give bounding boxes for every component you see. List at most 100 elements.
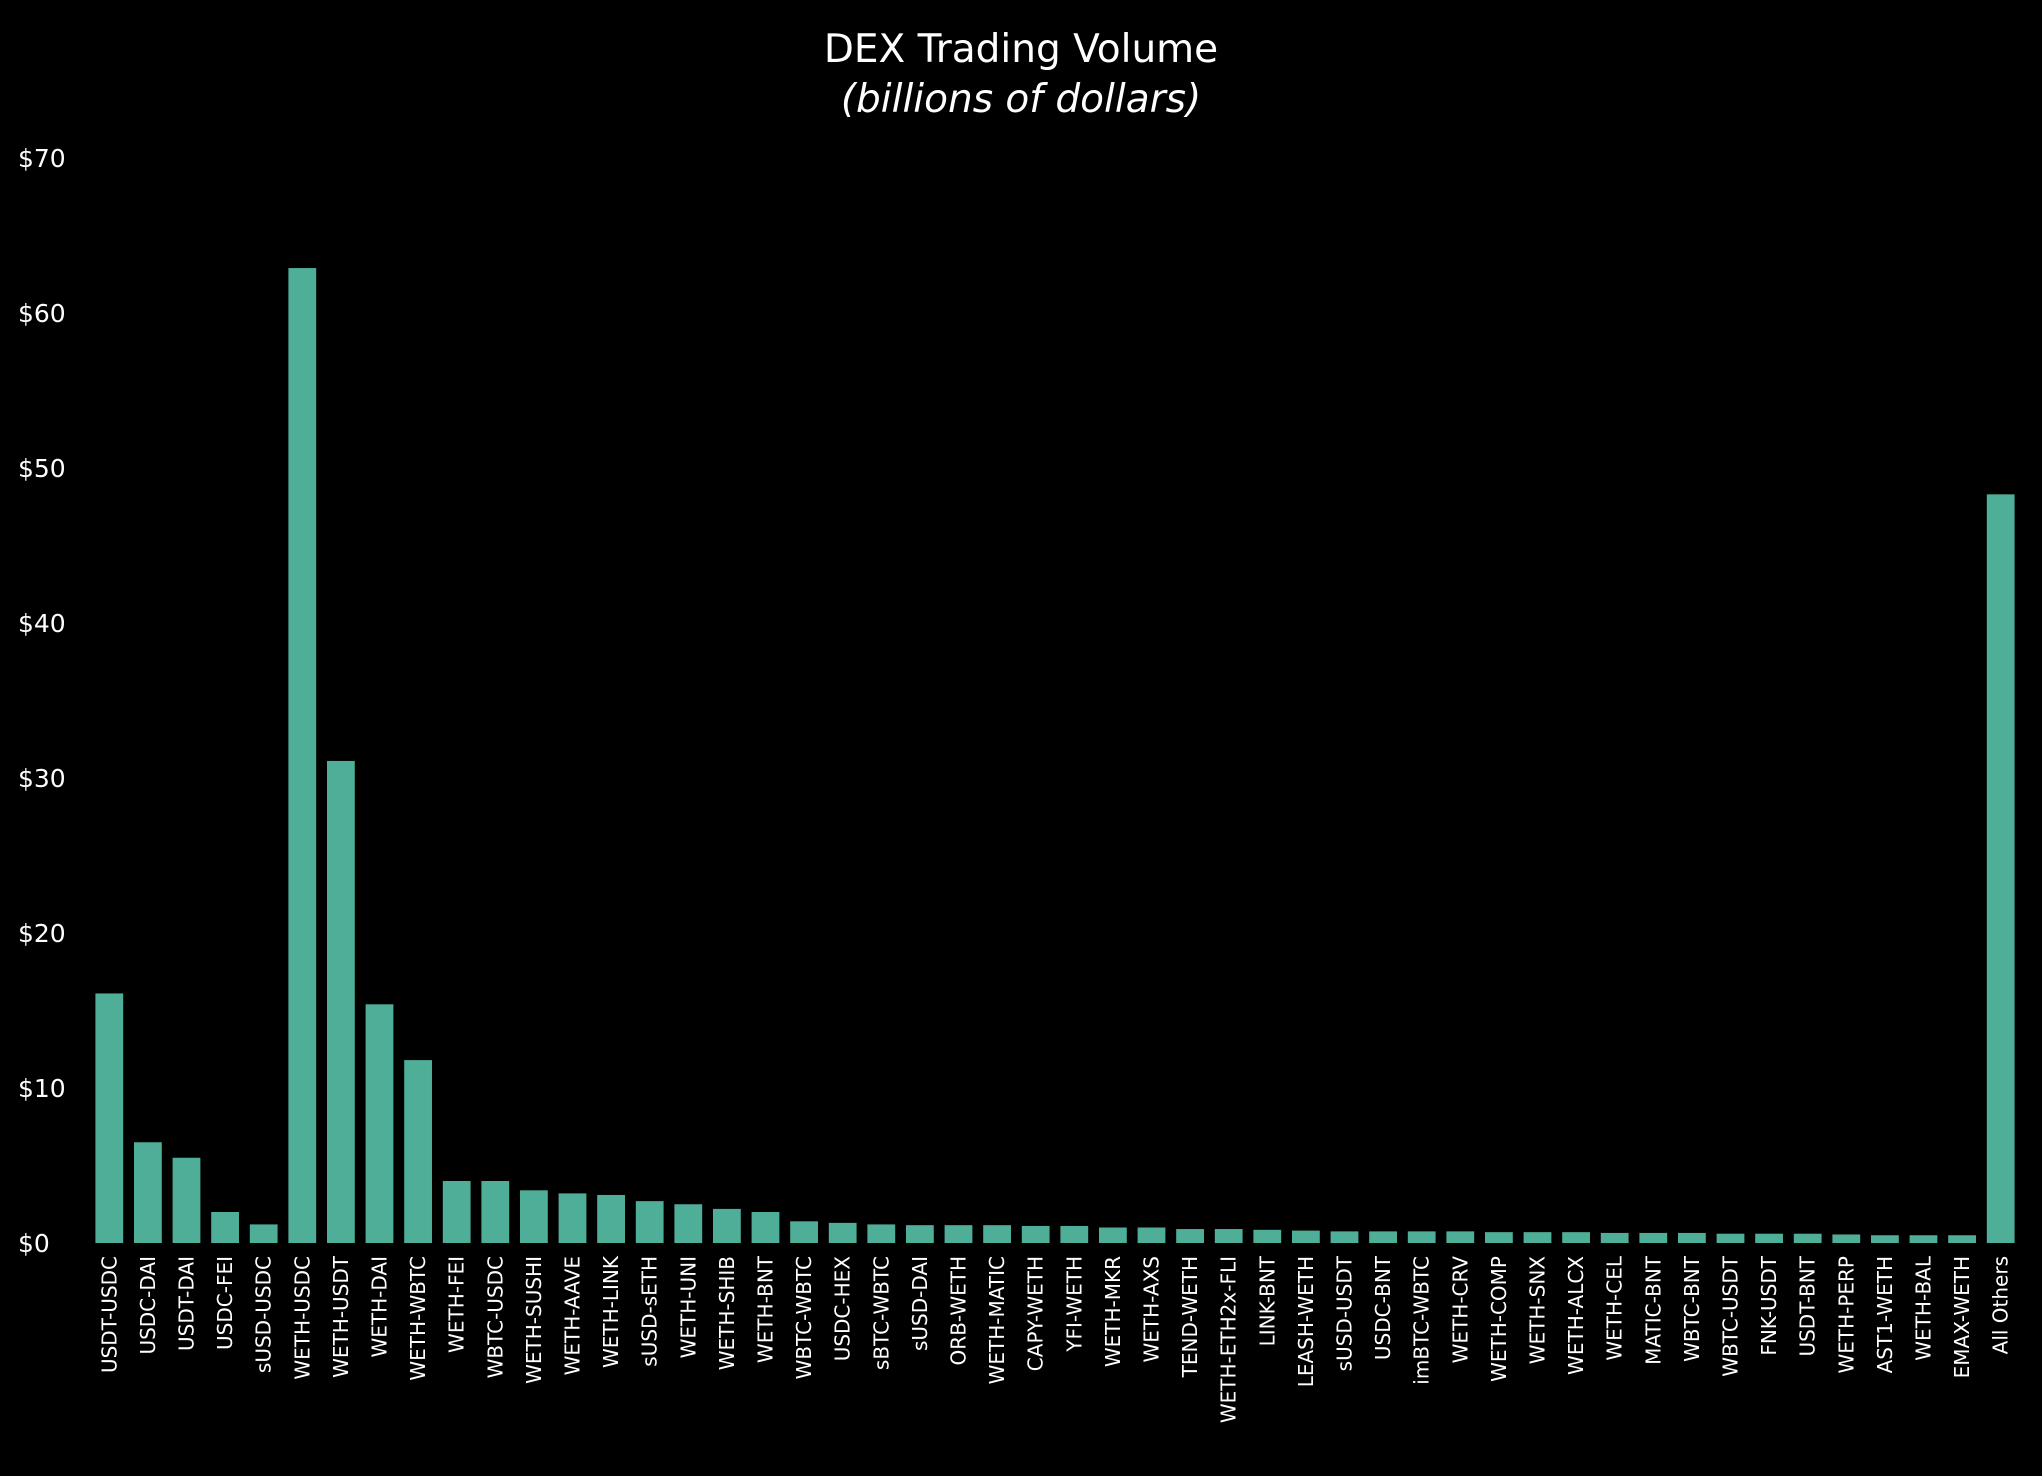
bar-series	[95, 268, 2015, 1244]
y-tick-label: $20	[18, 919, 66, 948]
bar	[1523, 1232, 1552, 1243]
x-tick-label: WETH-ETH2x-FLI	[1217, 1256, 1241, 1423]
x-tick-label: USDT-DAI	[175, 1256, 199, 1351]
bar	[751, 1212, 780, 1243]
bar	[365, 1004, 394, 1243]
x-tick-label: imBTC-WBTC	[1410, 1256, 1434, 1385]
x-tick-label: WETH-WBTC	[406, 1256, 430, 1381]
x-tick-label: LEASH-WETH	[1294, 1256, 1318, 1387]
x-tick-label: USDC-DAI	[136, 1256, 160, 1355]
bar	[944, 1225, 973, 1243]
bar	[1678, 1232, 1706, 1243]
x-tick-label: USDT-BNT	[1796, 1255, 1820, 1356]
x-tick-label: MATIC-BNT	[1641, 1255, 1665, 1365]
y-tick-label: $40	[18, 609, 66, 638]
x-tick-label: WETH-DAI	[368, 1256, 392, 1358]
x-tick-label: sUSD-sETH	[638, 1256, 662, 1367]
x-tick-label: WETH-UNI	[676, 1256, 700, 1358]
x-tick-label: WETH-FEI	[445, 1256, 469, 1353]
bar	[1909, 1235, 1938, 1243]
bar	[1369, 1231, 1397, 1244]
x-tick-label: WETH-BAL	[1912, 1255, 1936, 1361]
bar	[249, 1224, 278, 1243]
bar	[983, 1225, 1011, 1243]
bar	[1214, 1229, 1243, 1243]
bar	[1562, 1232, 1590, 1243]
x-tick-label: WBTC-WBTC	[792, 1256, 816, 1379]
x-tick-label: LINK-BNT	[1255, 1255, 1279, 1346]
bar	[1021, 1225, 1050, 1243]
bar	[1871, 1235, 1899, 1243]
x-tick-label: USDC-BNT	[1371, 1255, 1395, 1360]
bar	[1407, 1231, 1436, 1244]
bar	[1253, 1229, 1282, 1243]
bar	[95, 993, 124, 1243]
bar	[1099, 1227, 1127, 1243]
bar	[327, 760, 355, 1243]
x-axis: USDT-USDC USDC-DAI USDT-DAI USDC-FEI sUSD-US…	[97, 1255, 2012, 1423]
bar	[1485, 1232, 1513, 1243]
x-tick-label: WETH-SUSHI	[522, 1256, 546, 1384]
x-tick-label: FNK-USDT	[1757, 1255, 1781, 1355]
bar	[790, 1221, 818, 1243]
bar	[635, 1201, 664, 1243]
x-tick-label: WBTC-BNT	[1680, 1255, 1704, 1362]
bar	[520, 1190, 548, 1243]
x-tick-label: WETH-MKR	[1101, 1256, 1125, 1367]
x-tick-label: WETH-PERP	[1834, 1256, 1858, 1374]
bar	[867, 1224, 896, 1243]
x-tick-label: WETH-USDT	[329, 1255, 353, 1378]
bar	[211, 1212, 239, 1243]
bar	[288, 268, 317, 1243]
bar	[1330, 1231, 1359, 1244]
y-tick-label: $60	[18, 299, 66, 328]
x-tick-label: All Others	[1989, 1256, 2013, 1354]
x-tick-label: WETH-ALCX	[1564, 1256, 1588, 1375]
bar	[713, 1208, 741, 1243]
bar	[1948, 1235, 1976, 1243]
bar	[1832, 1234, 1861, 1243]
bar	[1793, 1233, 1822, 1243]
x-tick-label: WETH-USDC	[290, 1256, 314, 1380]
y-axis: $0 $10 $20 $30 $40 $50 $60 $70	[18, 144, 66, 1258]
bar	[1600, 1232, 1629, 1243]
x-tick-label: AST1-WETH	[1873, 1256, 1897, 1373]
x-tick-label: WETH-COMP	[1487, 1256, 1511, 1382]
x-tick-label: WETH-MATIC	[985, 1256, 1009, 1384]
x-tick-label: WETH-CRV	[1448, 1256, 1472, 1364]
bar	[134, 1142, 162, 1243]
bar	[1137, 1227, 1166, 1243]
x-tick-label: WETH-SNX	[1526, 1256, 1550, 1365]
bar	[558, 1193, 587, 1243]
bar	[828, 1222, 857, 1243]
y-tick-label: $50	[18, 454, 66, 483]
y-tick-label: $10	[18, 1074, 66, 1103]
x-tick-label: EMAX-WETH	[1950, 1256, 1974, 1378]
x-tick-label: sBTC-WBTC	[869, 1256, 893, 1370]
bar	[1639, 1232, 1668, 1243]
bar	[1060, 1225, 1089, 1243]
x-tick-label: WETH-CEL	[1603, 1255, 1627, 1360]
x-tick-label: ORB-WETH	[947, 1256, 971, 1365]
bar	[1986, 494, 2015, 1244]
x-tick-label: WBTC-USDT	[1719, 1255, 1743, 1376]
bar	[1716, 1233, 1745, 1243]
bar	[404, 1060, 432, 1243]
x-tick-label: sUSD-USDC	[252, 1256, 276, 1373]
y-tick-label: $70	[18, 144, 66, 173]
bar	[906, 1225, 934, 1243]
x-tick-label: WETH-LINK	[599, 1255, 623, 1368]
x-tick-label: sUSD-USDT	[1333, 1255, 1357, 1371]
x-tick-label: WETH-SHIB	[715, 1256, 739, 1370]
x-tick-label: TEND-WETH	[1178, 1256, 1202, 1378]
bar	[172, 1157, 201, 1243]
bar	[1176, 1229, 1204, 1243]
x-tick-label: CAPY-WETH	[1024, 1256, 1048, 1371]
y-tick-label: $0	[18, 1229, 50, 1258]
bar	[1755, 1233, 1783, 1243]
y-tick-label: $30	[18, 764, 66, 793]
x-tick-label: WETH-AXS	[1140, 1256, 1164, 1363]
x-tick-label: sUSD-DAI	[908, 1256, 932, 1351]
chart-title: DEX Trading Volume	[824, 27, 1218, 72]
